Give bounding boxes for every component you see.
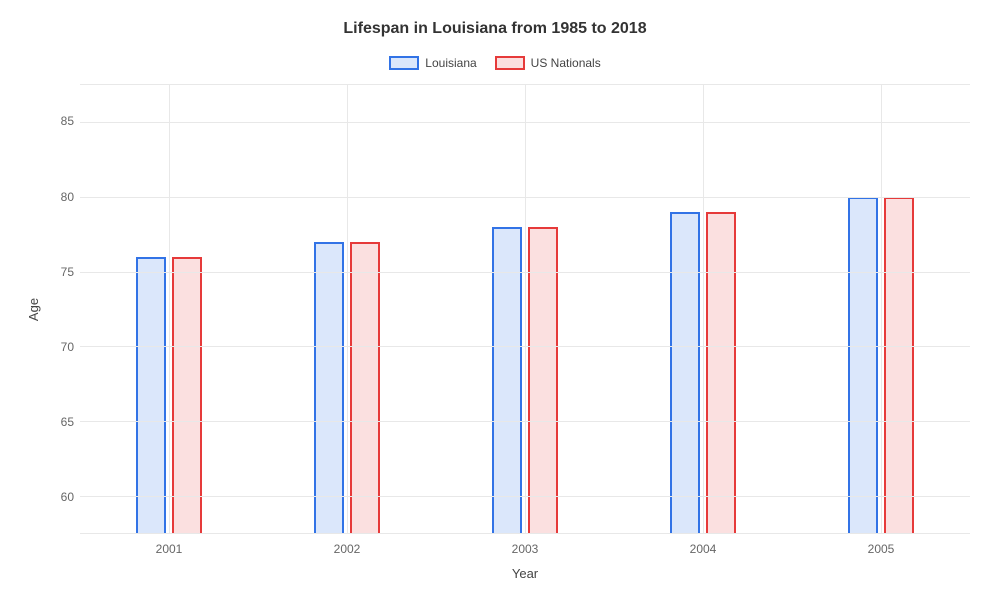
plot-wrap: Age 60 65 70 75 80 85 xyxy=(20,84,970,534)
vgridline xyxy=(881,85,882,533)
bar[interactable] xyxy=(136,257,166,533)
y-ticks-column: 60 65 70 75 80 85 xyxy=(48,84,80,534)
legend-item-louisiana[interactable]: Louisiana xyxy=(389,56,476,70)
bar[interactable] xyxy=(848,197,878,533)
legend-swatch-us-nationals xyxy=(495,56,525,70)
y-tick: 60 xyxy=(61,490,74,504)
bar[interactable] xyxy=(706,212,736,533)
x-tick: 2005 xyxy=(792,542,970,556)
vgridline xyxy=(525,85,526,533)
x-tick: 2003 xyxy=(436,542,614,556)
bar[interactable] xyxy=(528,227,558,533)
y-tick: 75 xyxy=(61,265,74,279)
legend-swatch-louisiana xyxy=(389,56,419,70)
chart-title: Lifespan in Louisiana from 1985 to 2018 xyxy=(20,20,970,38)
x-tick: 2002 xyxy=(258,542,436,556)
y-label-column: Age xyxy=(20,84,48,534)
legend: Louisiana US Nationals xyxy=(20,56,970,70)
legend-item-us-nationals[interactable]: US Nationals xyxy=(495,56,601,70)
bar[interactable] xyxy=(350,242,380,533)
y-axis-label: Age xyxy=(26,297,41,320)
legend-label-us-nationals: US Nationals xyxy=(531,56,601,70)
vgridline xyxy=(703,85,704,533)
x-tick: 2001 xyxy=(80,542,258,556)
bar[interactable] xyxy=(492,227,522,533)
y-tick: 65 xyxy=(61,415,74,429)
vgridline xyxy=(169,85,170,533)
y-tick: 80 xyxy=(61,190,74,204)
y-tick: 70 xyxy=(61,340,74,354)
y-tick: 85 xyxy=(61,114,74,128)
legend-label-louisiana: Louisiana xyxy=(425,56,476,70)
plot-area xyxy=(80,84,970,534)
bar[interactable] xyxy=(884,197,914,533)
x-ticks-row: 20012002200320042005 xyxy=(80,542,970,556)
vgridline xyxy=(347,85,348,533)
x-tick: 2004 xyxy=(614,542,792,556)
bar[interactable] xyxy=(670,212,700,533)
bar[interactable] xyxy=(314,242,344,533)
x-axis-label: Year xyxy=(80,566,970,581)
chart-container: Lifespan in Louisiana from 1985 to 2018 … xyxy=(0,0,1000,600)
bar[interactable] xyxy=(172,257,202,533)
